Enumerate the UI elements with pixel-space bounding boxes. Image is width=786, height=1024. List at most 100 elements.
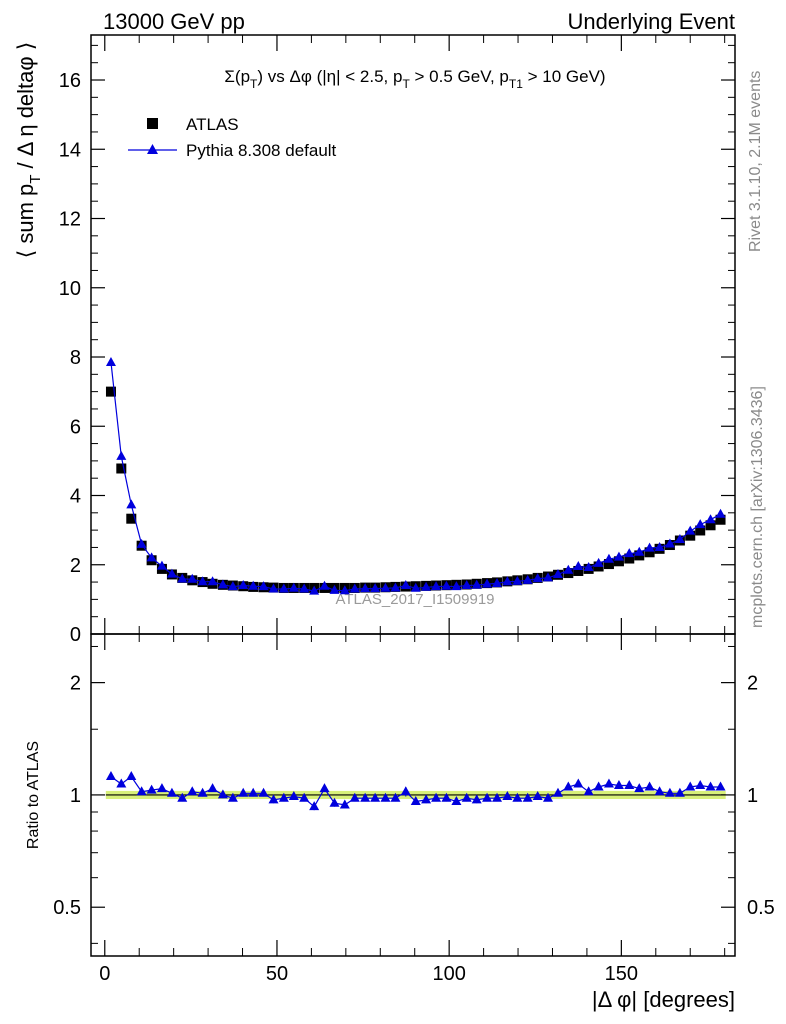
- pythia-point: [674, 533, 685, 543]
- pythia-point: [400, 580, 411, 590]
- pythia-point: [634, 546, 645, 556]
- ratio-point: [380, 792, 391, 802]
- main-y-tick-label: 8: [70, 347, 81, 369]
- header-left: 13000 GeV pp: [103, 9, 245, 34]
- atlas-point: [126, 513, 137, 524]
- legend-marker-pythia: [147, 144, 158, 154]
- ratio-point: [471, 794, 482, 804]
- pythia-point: [563, 564, 574, 574]
- ratio-point: [187, 786, 198, 796]
- ratio-point: [563, 781, 574, 791]
- header-right: Underlying Event: [567, 9, 735, 34]
- ratio-point: [146, 784, 157, 794]
- ratio-y-tick-label-right: 1: [747, 785, 758, 807]
- pythia-point: [441, 580, 452, 590]
- atlas-point: [116, 463, 127, 474]
- pythia-point: [603, 553, 614, 563]
- pythia-point: [380, 582, 391, 592]
- pythia-point: [339, 585, 350, 595]
- atlas-point: [613, 556, 624, 567]
- pythia-point: [410, 582, 421, 592]
- ratio-point: [512, 792, 523, 802]
- pythia-point: [664, 538, 675, 548]
- pythia-point: [309, 585, 320, 595]
- ratio-point: [278, 792, 289, 802]
- pythia-point: [644, 542, 655, 552]
- atlas-point: [695, 525, 706, 536]
- pythia-point: [370, 583, 381, 593]
- ratio-point: [197, 787, 208, 797]
- pythia-point: [146, 552, 157, 562]
- ratio-point: [441, 792, 452, 802]
- pythia-point: [166, 568, 177, 578]
- ratio-y-tick-label-right: 0.5: [747, 897, 775, 919]
- main-y-tick-label: 2: [70, 555, 81, 577]
- pythia-point: [715, 508, 726, 518]
- ratio-point: [664, 787, 675, 797]
- ratio-point: [674, 787, 685, 797]
- pythia-point: [349, 583, 360, 593]
- x-axis-title: |Δ φ| [degrees]: [592, 987, 735, 1012]
- ratio-point: [390, 792, 401, 802]
- rivet-label: Rivet 3.1.10, 2.1M events: [747, 71, 764, 252]
- ratio-point: [339, 799, 350, 809]
- main-data-layer: [105, 357, 726, 595]
- ratio-point: [166, 787, 177, 797]
- ratio-y-axis-title: Ratio to ATLAS: [25, 741, 42, 849]
- ratio-point: [654, 786, 665, 796]
- ratio-point: [299, 792, 310, 802]
- ratio-point: [634, 783, 645, 793]
- pythia-point: [258, 581, 269, 591]
- pythia-point: [593, 557, 604, 567]
- ratio-y-tick-label-left: 1: [70, 785, 81, 807]
- pythia-point: [187, 573, 198, 583]
- pythia-point: [177, 573, 188, 583]
- ratio-point: [329, 797, 340, 807]
- pythia-point: [156, 560, 167, 570]
- atlas-point: [624, 553, 635, 564]
- ratio-point: [644, 781, 655, 791]
- ratio-point: [370, 792, 381, 802]
- ratio-point: [126, 771, 137, 781]
- ratio-point: [217, 789, 228, 799]
- pythia-point: [502, 576, 513, 586]
- ratio-panel: 0 50 100 150 0.5 0.5 1 1 2 2 Ratio to ATLAS: [25, 633, 775, 985]
- ratio-point: [583, 786, 594, 796]
- ratio-point: [116, 778, 127, 788]
- main-y-tick-label: 6: [70, 416, 81, 438]
- title-sigma: Σ(p: [224, 67, 250, 86]
- ratio-point: [177, 792, 188, 802]
- ratio-point: [532, 791, 543, 801]
- pythia-point: [451, 581, 462, 591]
- pythia-point: [573, 560, 584, 570]
- x-tick-label: 150: [605, 963, 638, 985]
- plot-title: Σ(pT) vs Δφ (|η| < 2.5, pT > 0.5 GeV, pT…: [224, 67, 605, 91]
- pythia-point: [552, 568, 563, 578]
- ratio-point: [349, 792, 360, 802]
- atlas-point: [715, 514, 726, 525]
- ratio-point: [624, 779, 635, 789]
- main-y-tick-label: 0: [70, 624, 81, 646]
- pythia-point: [583, 562, 594, 572]
- ratio-band-layer: [105, 790, 726, 800]
- atlas-point: [685, 530, 696, 541]
- ratio-point: [136, 786, 147, 796]
- ratio-point: [421, 794, 432, 804]
- pythia-point: [319, 580, 330, 590]
- ratio-point: [238, 787, 249, 797]
- atlas-point: [644, 547, 655, 558]
- ratio-y-tick-label-left: 2: [70, 673, 81, 695]
- ratio-point: [593, 781, 604, 791]
- ratio-point: [715, 781, 726, 791]
- ratio-point: [613, 779, 624, 789]
- pythia-point: [492, 577, 503, 587]
- legend-marker-atlas: [147, 118, 158, 129]
- mcplots-label: mcplots.cern.ch [arXiv:1306.3436]: [749, 386, 766, 628]
- ratio-point: [685, 781, 696, 791]
- ratio-point: [451, 796, 462, 806]
- pythia-point: [288, 582, 299, 592]
- atlas-point: [603, 559, 614, 570]
- ratio-point: [319, 783, 330, 793]
- ratio-point: [522, 792, 533, 802]
- pythia-point: [685, 525, 696, 535]
